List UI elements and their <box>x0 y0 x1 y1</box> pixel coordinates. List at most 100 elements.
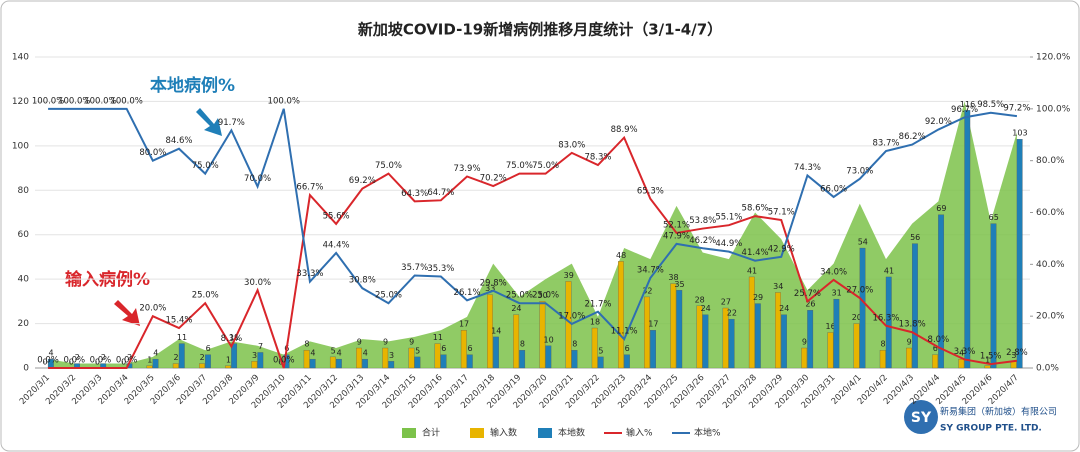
value-label: 53.8% <box>689 216 716 226</box>
value-label: 34.0% <box>820 267 847 277</box>
value-label: 29 <box>753 293 763 302</box>
value-label: 75.0% <box>506 161 533 171</box>
value-label: 56 <box>910 233 920 242</box>
value-label: 100.0% <box>84 96 116 106</box>
value-label: 1.5% <box>980 352 1002 362</box>
arrow <box>114 300 140 326</box>
value-label: 96.7% <box>951 105 978 115</box>
bar <box>702 314 709 369</box>
bar <box>466 354 473 369</box>
value-label: 5 <box>415 346 420 355</box>
bar <box>172 363 179 369</box>
value-label: 69 <box>936 204 946 213</box>
bar <box>912 243 918 369</box>
bar <box>958 358 965 369</box>
value-label: 100.0% <box>58 96 90 106</box>
value-label: 66.7% <box>296 183 323 193</box>
value-label: 8 <box>520 340 525 349</box>
bar <box>309 358 316 369</box>
value-label: 26 <box>805 300 815 309</box>
value-label: 83.0% <box>558 140 585 150</box>
value-label: 15.4% <box>166 316 193 326</box>
bar <box>571 350 578 369</box>
value-label: 75.0% <box>192 161 219 171</box>
value-label: 116 <box>960 100 975 109</box>
value-label: 10 <box>543 335 553 344</box>
value-label: 97.2% <box>1003 104 1030 114</box>
value-label: 100.0% <box>268 96 300 106</box>
value-label: 4 <box>49 349 54 358</box>
y-tick-label: 120 <box>12 97 29 107</box>
bar <box>932 354 939 369</box>
value-label: 42.9% <box>768 244 795 254</box>
bar <box>414 356 421 369</box>
value-label: 18 <box>590 318 600 327</box>
value-label: 80.0% <box>139 148 166 158</box>
bar <box>434 343 441 369</box>
y-tick-label: 80 <box>18 186 30 196</box>
legend-swatch <box>402 428 416 438</box>
y-tick-label: 20 <box>18 319 30 329</box>
value-label: 78.3% <box>584 153 611 163</box>
bar <box>591 327 598 369</box>
value-label: 55.1% <box>715 213 742 223</box>
value-label: 25.0% <box>192 291 219 301</box>
bar <box>178 343 185 369</box>
value-label: 33.3% <box>296 269 323 279</box>
y2-tick-label: 80.0% <box>1036 156 1065 166</box>
value-label: 54 <box>858 238 868 247</box>
value-label: 8 <box>304 340 309 349</box>
bar <box>964 110 971 369</box>
value-label: 6 <box>625 344 630 353</box>
bar <box>388 361 395 369</box>
logo-name: 新易集团（新加坡）有限公司 <box>940 406 1057 418</box>
bar <box>644 296 650 369</box>
bar <box>853 323 860 369</box>
y-tick-label: 140 <box>12 53 29 63</box>
value-label: 41 <box>884 266 894 275</box>
value-label: 9 <box>409 338 414 347</box>
bar <box>545 345 552 369</box>
value-label: 3 <box>252 351 257 360</box>
bar <box>146 365 153 369</box>
value-label: 27.0% <box>846 286 873 296</box>
bar <box>833 298 840 369</box>
value-label: 98.5% <box>977 100 1004 110</box>
value-label: 58.6% <box>742 204 769 214</box>
value-label: 103 <box>1012 129 1027 138</box>
value-label: 8 <box>572 340 577 349</box>
bar <box>728 318 735 369</box>
value-label: 24 <box>511 304 521 313</box>
bar <box>205 354 211 369</box>
line <box>48 107 1018 342</box>
value-label: 0 <box>95 358 100 367</box>
bar <box>257 352 264 369</box>
value-label: 5 <box>331 346 336 355</box>
bar <box>565 281 572 369</box>
value-label: 28 <box>695 295 705 304</box>
value-label: 47.9% <box>663 231 690 241</box>
value-label: 0 <box>121 358 126 367</box>
bar <box>382 347 389 369</box>
value-label: 70.2% <box>480 174 507 184</box>
bar <box>225 365 232 369</box>
value-label: 4 <box>337 349 342 358</box>
y-tick-label: 100 <box>12 141 29 151</box>
bar <box>879 350 886 369</box>
bar <box>650 330 656 369</box>
value-label: 44.4% <box>323 240 350 250</box>
value-label: 5 <box>598 346 603 355</box>
logo-mark: SY <box>911 410 932 426</box>
value-label: 64.7% <box>427 188 454 198</box>
bar <box>487 294 493 369</box>
value-label: 31 <box>832 289 842 298</box>
y-tick-label: 60 <box>18 230 30 240</box>
bar <box>722 307 729 369</box>
bar <box>513 314 520 369</box>
value-label: 0 <box>43 358 48 367</box>
value-label: 8 <box>880 340 885 349</box>
bar <box>984 365 991 369</box>
value-label: 69.2% <box>349 176 376 186</box>
y2-tick-label: 60.0% <box>1036 208 1065 218</box>
